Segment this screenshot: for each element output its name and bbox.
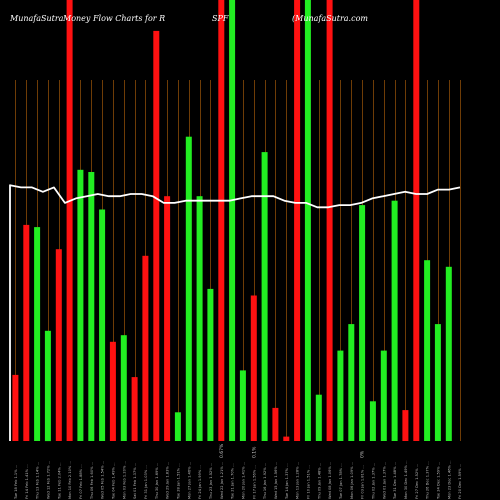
bar-up [185, 136, 192, 441]
trend-line [9, 184, 461, 441]
x-tick-label: Mon 10 Feb 2.10% ... [68, 461, 72, 499]
x-tick-label: Mon 23 Dec 1.46% ... [447, 460, 451, 499]
x-tick-label: Mon 06 Jan 1.09% ... [350, 462, 354, 499]
bar-up [196, 196, 203, 441]
x-tick-label: Fri 07 Feb 1.88% ... [79, 464, 83, 499]
bar-up [99, 209, 106, 441]
x-tick-label: Mon 20 Jan 1.41% ... [241, 462, 245, 499]
bar-up [34, 227, 41, 441]
x-tick-label: Thu 06 Feb 1.60% ... [90, 462, 94, 500]
bar-up [207, 288, 214, 441]
x-tick-label: Mon 13 Jan 1.28% ... [296, 462, 300, 499]
x-tick-label: Tue 21 Jan 1.70% ... [231, 463, 235, 500]
bar-up [445, 266, 452, 441]
bar-down [164, 196, 171, 441]
x-tick-label: Mon 27 Jan 1.46% ... [187, 462, 191, 499]
x-tick-label: Fri 24 Jan 1.99% ... [198, 465, 202, 499]
bar-up [369, 401, 376, 441]
bar-down [109, 341, 116, 441]
x-tick-label: Thu 02 Jan 1.37% ... [371, 463, 375, 500]
x-tick-label: Fri 20 Dec 1.59% ... [458, 464, 462, 499]
bar-down [131, 377, 138, 441]
x-tick-label: Tue 11 Feb 2.04% ... [57, 463, 61, 500]
bar-up [88, 172, 95, 441]
bar-down [402, 410, 409, 441]
value-markers: 0.67% 0.1% 0% [219, 443, 366, 458]
x-tick-labels: Tue 18 Feb 1.1% ... Fri 14 Feb 1.41% ... T… [14, 460, 462, 500]
bar-down [66, 0, 73, 441]
bar-up [261, 152, 268, 441]
bar-up [380, 350, 387, 441]
x-tick-label: Fri 27 Dec 1.52% ... [415, 464, 419, 499]
bar-up [337, 350, 344, 441]
x-tick-label: Tue 31 Dec 1.48% ... [393, 462, 397, 500]
value-marker: 0.67% [219, 443, 225, 458]
bar-up [304, 0, 311, 441]
bar-down [12, 374, 19, 441]
x-tick-label: Tue 28 Jan 1.51% ... [176, 463, 180, 500]
bar-up [229, 0, 236, 441]
bar-down [294, 0, 301, 441]
bars [12, 0, 452, 442]
bar-up [77, 169, 84, 442]
bar-down [55, 249, 62, 441]
bar-up [120, 335, 127, 441]
x-tick-label: Thu 16 Jan 1.92% ... [263, 463, 267, 500]
x-tick-label: Sat 01 Feb 1.37% ... [133, 463, 137, 499]
bar-up [44, 330, 51, 442]
x-tick-label: Thu 09 Jan 1.48% ... [317, 463, 321, 500]
x-tick-label: Fri 03 Jan 1.81% ... [361, 465, 365, 499]
x-tick-label: Thu 13 Feb 1.14% ... [36, 462, 40, 500]
x-tick-label: Wed 08 Jan 1.06% ... [328, 462, 332, 499]
bar-up [391, 200, 398, 441]
x-tick-label: Wed 22 Jan 1.21% ... [220, 462, 224, 499]
bar-down [250, 295, 257, 441]
bar-up [348, 324, 355, 441]
x-tick-label: Wed 29 Jan 1.83% ... [166, 462, 170, 499]
bar-down [413, 0, 420, 441]
x-tick-label: Fri 14 Feb 1.41% ... [25, 464, 29, 499]
bar-down [218, 0, 225, 441]
bar-down [283, 436, 290, 441]
bar-up [315, 394, 322, 441]
bar-down [142, 255, 149, 441]
bar-up [239, 370, 246, 441]
x-tick-label: Thu 26 Dec 1.37% ... [426, 461, 430, 500]
x-tick-label: Tue 14 Jan 1.37% ... [285, 463, 289, 500]
x-tick-label: Tue 07 Jan 1.78% ... [339, 463, 343, 500]
x-tick-label: Fri 17 Jan 1.56% ... [252, 465, 256, 499]
bar-up [359, 205, 366, 441]
x-tick-label: Tue 24 Dec 1.59% ... [436, 462, 440, 500]
x-tick-label: Wed 01 Jan 1.37% ... [382, 462, 386, 499]
x-tick-label: Wed 15 Jan 1.56% ... [274, 462, 278, 499]
value-marker: 0% [360, 450, 366, 458]
x-tick-label: Thu 30 Jan 1.69% ... [155, 463, 159, 500]
bar-down [326, 0, 333, 441]
header-title: Money Flow Charts for R [62, 14, 165, 23]
header-brand: MunafaSutra [9, 14, 64, 23]
value-marker: 0.1% [251, 446, 257, 458]
x-tick-label: Tue 18 Feb 1.1% ... [14, 465, 18, 500]
header-symbol: SPF [212, 14, 229, 23]
x-tick-label: Thu 23 Jan 1.52% ... [209, 463, 213, 500]
bar-up [174, 412, 181, 441]
bar-down [153, 30, 160, 442]
x-tick-label: Wed 12 Feb 1.72% ... [46, 461, 50, 499]
bar-up [424, 260, 431, 441]
x-tick-label: Tue 04 Feb 1.49% ... [111, 463, 115, 500]
bar-down [272, 407, 279, 441]
x-tick-label: Mon 03 Feb 1.20% ... [122, 461, 126, 499]
trend-line-group [9, 184, 461, 441]
x-tick-label: Fri 10 Jan 1.51% ... [306, 465, 310, 499]
header-site: (MunafaSutra.com [292, 14, 368, 23]
bar-down [23, 224, 30, 441]
x-tick-label: Mon 30 Dec 1.49% ... [404, 460, 408, 499]
x-tick-label: Wed 05 Feb 1.54% ... [101, 461, 105, 499]
x-tick-label: Fri 31 Jan 1.03% ... [144, 465, 148, 499]
bar-up [434, 324, 441, 441]
